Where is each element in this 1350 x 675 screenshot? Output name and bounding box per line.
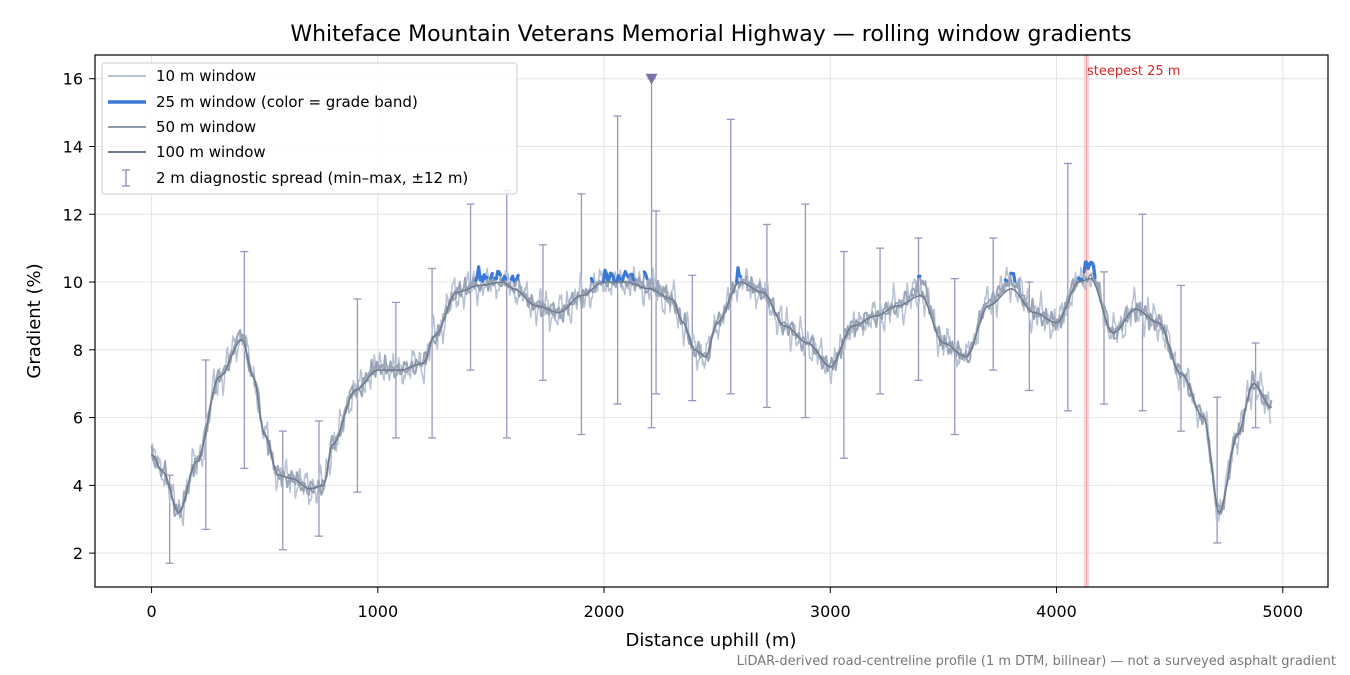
chart-title: Whiteface Mountain Veterans Memorial Hig… <box>290 22 1131 47</box>
series-highlight-segment <box>474 265 489 283</box>
legend-label-errorbar: 2 m diagnostic spread (min–max, ±12 m) <box>156 169 468 187</box>
series-highlight-segment <box>615 274 622 284</box>
y-tick-label: 16 <box>63 70 83 89</box>
legend-label-50m: 50 m window <box>156 118 256 136</box>
x-axis-label: Distance uphill (m) <box>626 630 797 651</box>
series-highlight-segment <box>1009 271 1017 283</box>
footnote: LiDAR-derived road-centreline profile (1… <box>737 654 1336 669</box>
series-highlight-segment <box>1082 260 1097 279</box>
y-axis-ticks: 2 4 6 8 10 12 14 16 <box>63 70 95 563</box>
series-highlight-segment <box>735 266 743 284</box>
series-highlight-segment <box>515 273 520 281</box>
legend: 10 m window 25 m window (color = grade b… <box>101 62 518 195</box>
errorbar <box>428 267 437 439</box>
errorbar <box>1176 284 1185 432</box>
errorbar <box>726 118 735 395</box>
y-tick-label: 6 <box>73 409 83 428</box>
max-spread-marker <box>645 73 658 85</box>
x-tick-label: 5000 <box>1262 602 1303 621</box>
errorbar <box>762 223 771 409</box>
marker-layer <box>645 73 658 85</box>
errorbar <box>914 237 923 381</box>
y-tick-label: 14 <box>63 137 83 156</box>
errorbar <box>647 78 656 429</box>
series-highlight-segment <box>501 274 508 282</box>
steepest-annotation: steepest 25 m <box>1087 64 1180 79</box>
series-highlight-segment <box>509 274 516 283</box>
series-highlight-segment <box>1077 276 1083 282</box>
series-line-3 <box>151 277 1272 514</box>
series-highlight-segment <box>489 271 494 280</box>
legend-label-100m: 100 m window <box>156 143 266 161</box>
errorbar <box>839 250 848 459</box>
y-axis-label: Gradient (%) <box>24 263 45 378</box>
x-tick-label: 2000 <box>584 602 625 621</box>
errorbar <box>1063 162 1072 412</box>
errorbar <box>201 359 210 531</box>
series-highlight-segment <box>642 270 649 280</box>
x-tick-label: 3000 <box>810 602 851 621</box>
legend-label-10m: 10 m window <box>156 67 256 85</box>
errorbar <box>1025 281 1034 392</box>
legend-label-25m: 25 m window (color = grade band) <box>156 93 418 111</box>
series-highlight-segment <box>629 272 635 282</box>
x-tick-label: 1000 <box>357 602 398 621</box>
x-tick-label: 0 <box>146 602 156 621</box>
errorbar <box>577 193 586 436</box>
errorbar <box>950 277 959 436</box>
series-highlight-segment <box>589 276 595 284</box>
series-highlight-segment <box>493 269 502 281</box>
errorbar <box>876 247 885 395</box>
series-lines <box>150 260 1273 527</box>
steepest-band <box>1083 55 1090 587</box>
y-tick-label: 12 <box>63 205 83 224</box>
y-tick-label: 2 <box>73 544 83 563</box>
y-tick-label: 8 <box>73 341 83 360</box>
errorbar <box>278 430 287 551</box>
series-highlight-segment <box>1003 278 1009 283</box>
legend-swatch-errorbar <box>122 169 130 187</box>
errorbar <box>613 115 622 405</box>
errorbar <box>240 250 249 470</box>
legend-box <box>101 62 518 195</box>
series-highlight-segment <box>621 269 630 282</box>
plot-frame <box>94 54 1329 588</box>
x-tick-label: 4000 <box>1036 602 1077 621</box>
errorbar <box>801 203 810 419</box>
x-axis-ticks: 0 1000 2000 3000 4000 5000 <box>146 587 1303 621</box>
series-highlight-segment <box>602 268 616 284</box>
errorbar <box>502 189 511 439</box>
errorbars <box>165 78 1260 564</box>
errorbar <box>1100 271 1109 405</box>
y-tick-label: 4 <box>73 476 83 495</box>
y-tick-label: 10 <box>63 273 83 292</box>
